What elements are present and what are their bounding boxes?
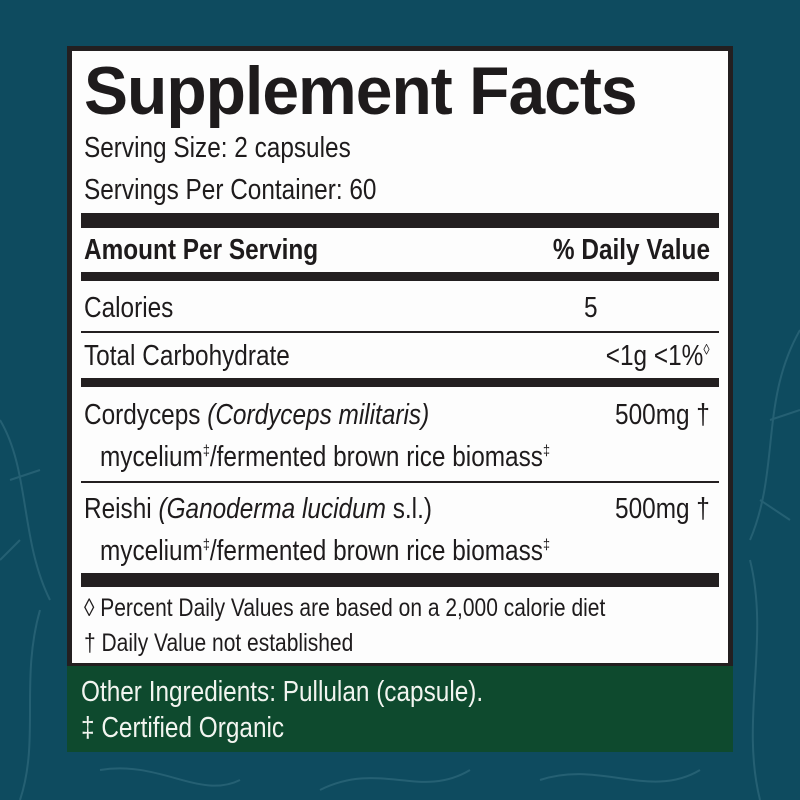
carbohydrate-values: <1g <1%◊ xyxy=(606,342,710,371)
other-ingredients: Other Ingredients: Pullulan (capsule). xyxy=(81,676,484,708)
source-part: mycelium xyxy=(100,441,203,473)
supplement-facts-panel: Supplement Facts Serving Size: 2 capsule… xyxy=(67,46,733,666)
thick-rule xyxy=(81,213,719,228)
reishi-source: mycelium‡/fermented brown rice biomass‡ xyxy=(100,537,550,566)
thick-rule xyxy=(81,573,719,587)
ingredient-reishi: Reishi (Ganoderma lucidum s.l.) xyxy=(84,495,432,524)
panel-title: Supplement Facts xyxy=(84,53,638,129)
calories-label: Calories xyxy=(84,292,174,324)
cordyceps-source: mycelium‡/fermented brown rice biomass‡ xyxy=(100,443,550,472)
organic-mark: ‡ xyxy=(542,536,550,554)
ingredient-latin: (Cordyceps militaris) xyxy=(207,399,430,431)
thin-rule xyxy=(81,481,719,483)
cordyceps-amount: 500mg † xyxy=(615,399,710,431)
footnote-daily-values: ◊ Percent Daily Values are based on a 2,… xyxy=(84,594,606,622)
carbohydrate-label: Total Carbohydrate xyxy=(84,340,290,372)
medium-rule xyxy=(81,272,719,281)
ingredient-name: Cordyceps xyxy=(84,399,201,431)
organic-mark: ‡ xyxy=(202,442,210,460)
diamond-mark: ◊ xyxy=(703,341,710,359)
calories-amount: 5 xyxy=(584,292,598,324)
organic-mark: ‡ xyxy=(202,536,210,554)
daily-value-header: % Daily Value xyxy=(552,234,710,266)
source-part: mycelium xyxy=(100,535,203,567)
ingredient-suffix: s.l.) xyxy=(385,493,432,525)
source-rest: /fermented brown rice biomass xyxy=(209,441,543,473)
footnote-not-established: † Daily Value not established xyxy=(84,629,354,657)
carbohydrate-dv: <1% xyxy=(654,340,704,372)
organic-mark: ‡ xyxy=(542,442,550,460)
ingredient-cordyceps: Cordyceps (Cordyceps militaris) xyxy=(84,401,429,430)
reishi-amount: 500mg † xyxy=(615,493,710,525)
ingredient-name: Reishi xyxy=(84,493,152,525)
other-ingredients-panel: Other Ingredients: Pullulan (capsule). ‡… xyxy=(67,666,733,752)
certified-organic-note: ‡ Certified Organic xyxy=(81,712,285,744)
ingredient-latin: (Ganoderma lucidum xyxy=(158,493,386,525)
amount-per-serving-header: Amount Per Serving xyxy=(84,234,319,266)
servings-per-container: Servings Per Container: 60 xyxy=(84,174,377,206)
serving-size: Serving Size: 2 capsules xyxy=(84,132,351,164)
medium-rule xyxy=(81,378,719,387)
thin-rule xyxy=(81,331,719,333)
source-rest: /fermented brown rice biomass xyxy=(209,535,543,567)
carbohydrate-amount: <1g xyxy=(606,340,648,372)
